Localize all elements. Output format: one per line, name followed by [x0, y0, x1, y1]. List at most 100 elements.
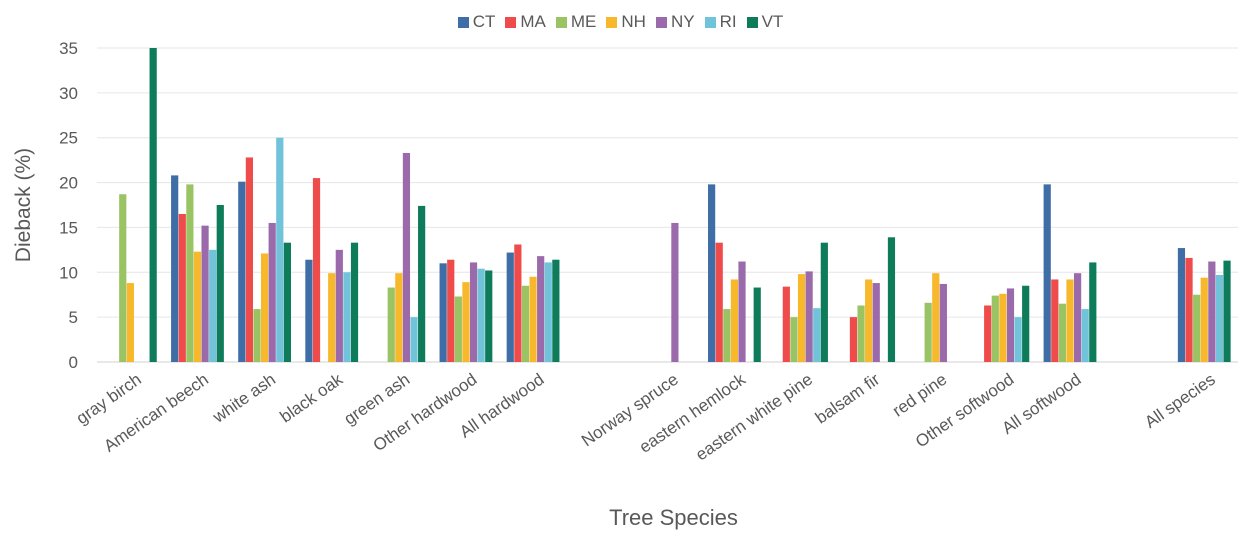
bar-me: [387, 287, 395, 362]
x-tick-label: white ash: [209, 370, 280, 427]
bar-nh: [1200, 277, 1208, 362]
bar-vt: [485, 270, 493, 362]
legend-label: MA: [520, 12, 546, 31]
bar-ny: [805, 271, 813, 362]
bar-nh: [1066, 279, 1074, 362]
bar-nh: [865, 279, 873, 362]
bar-ct: [506, 252, 514, 362]
bar-vt: [350, 242, 359, 362]
bar-ny: [738, 261, 746, 362]
bar-ma: [849, 317, 858, 362]
bar-nh: [126, 283, 134, 362]
y-tick-label: 15: [59, 218, 78, 237]
x-tick-label: eastern white pine: [692, 370, 816, 465]
bar-vt: [1089, 262, 1097, 362]
bar-vt: [149, 48, 157, 362]
bar-vt: [418, 205, 426, 362]
legend-label: NH: [621, 12, 646, 31]
legend-swatch: [505, 16, 517, 28]
bar-ny: [335, 249, 343, 362]
legend-item-ny: NY: [655, 12, 695, 32]
legend-item-ma: MA: [505, 12, 546, 32]
bar-ri: [343, 272, 351, 362]
bar-ri: [1081, 309, 1089, 362]
legend-swatch: [655, 16, 667, 28]
bar-me: [253, 309, 261, 362]
bar-ri: [477, 268, 485, 362]
bar-ri: [410, 317, 418, 362]
bar-ri: [276, 137, 284, 362]
bar-nh: [529, 276, 537, 362]
bar-nh: [999, 293, 1007, 362]
bar-nh: [797, 274, 806, 362]
bar-nh: [193, 251, 202, 362]
bar-ma: [782, 286, 790, 362]
bar-ny: [268, 222, 276, 362]
bar-ct: [1177, 248, 1186, 362]
bar-nh: [462, 282, 470, 362]
bar-ny: [537, 256, 545, 362]
x-tick-label: black oak: [276, 369, 346, 426]
bar-ri: [1014, 317, 1022, 362]
bar-ma: [514, 244, 522, 362]
x-axis-title: Tree Species: [609, 505, 738, 530]
bar-ma: [312, 178, 321, 362]
x-tick-label: red pine: [889, 370, 950, 421]
bar-ri: [813, 308, 821, 362]
legend-item-ct: CT: [457, 12, 495, 32]
bar-ct: [238, 181, 246, 362]
bar-ny: [1006, 288, 1015, 362]
bar-vt: [552, 259, 560, 362]
bar-ri: [544, 262, 552, 362]
legend-item-me: ME: [555, 12, 597, 32]
bar-me: [454, 296, 462, 362]
bar-vt: [820, 242, 828, 362]
bar-ct: [1043, 184, 1051, 362]
bar-me: [790, 317, 798, 362]
bar-ma: [447, 259, 455, 362]
legend-swatch: [704, 16, 716, 28]
bar-ny: [1208, 261, 1216, 362]
legend-swatch: [606, 16, 618, 28]
bar-vt: [216, 205, 224, 362]
legend-item-nh: NH: [606, 12, 646, 32]
legend-label: ME: [570, 12, 597, 31]
legend-swatch: [457, 16, 469, 28]
bar-me: [924, 302, 932, 362]
legend-swatch: [746, 16, 758, 28]
bar-me: [119, 194, 127, 362]
bar-me: [1193, 294, 1201, 362]
bar-ma: [1185, 257, 1193, 362]
x-tick-label: All species: [1141, 370, 1218, 432]
bar-vt: [1022, 285, 1030, 362]
bar-vt: [753, 287, 761, 362]
bar-vt: [1223, 260, 1231, 362]
legend-swatch: [555, 16, 567, 28]
y-tick-label: 5: [69, 308, 78, 327]
bar-nh: [395, 273, 403, 362]
bar-me: [991, 295, 999, 362]
bar-ma: [245, 157, 253, 362]
bar-ri: [209, 249, 217, 362]
bar-ct: [305, 259, 313, 362]
bar-nh: [260, 253, 269, 362]
bar-ny: [402, 152, 411, 362]
bar-ny: [1074, 273, 1082, 362]
legend-label: RI: [719, 12, 737, 31]
bar-ma: [984, 305, 992, 362]
y-tick-label: 0: [69, 353, 78, 372]
y-tick-label: 20: [59, 174, 78, 193]
y-tick-label: 10: [59, 263, 78, 282]
bar-ct: [171, 175, 179, 362]
bar-ma: [178, 213, 186, 362]
legend-item-ri: RI: [704, 12, 737, 32]
bar-ct: [439, 263, 447, 362]
bar-nh: [328, 273, 336, 362]
legend-label: NY: [670, 12, 695, 31]
legend-item-vt: VT: [746, 12, 783, 32]
bar-ny: [939, 283, 947, 362]
bar-me: [186, 184, 194, 362]
y-tick-label: 25: [59, 129, 78, 148]
bar-nh: [932, 273, 940, 362]
